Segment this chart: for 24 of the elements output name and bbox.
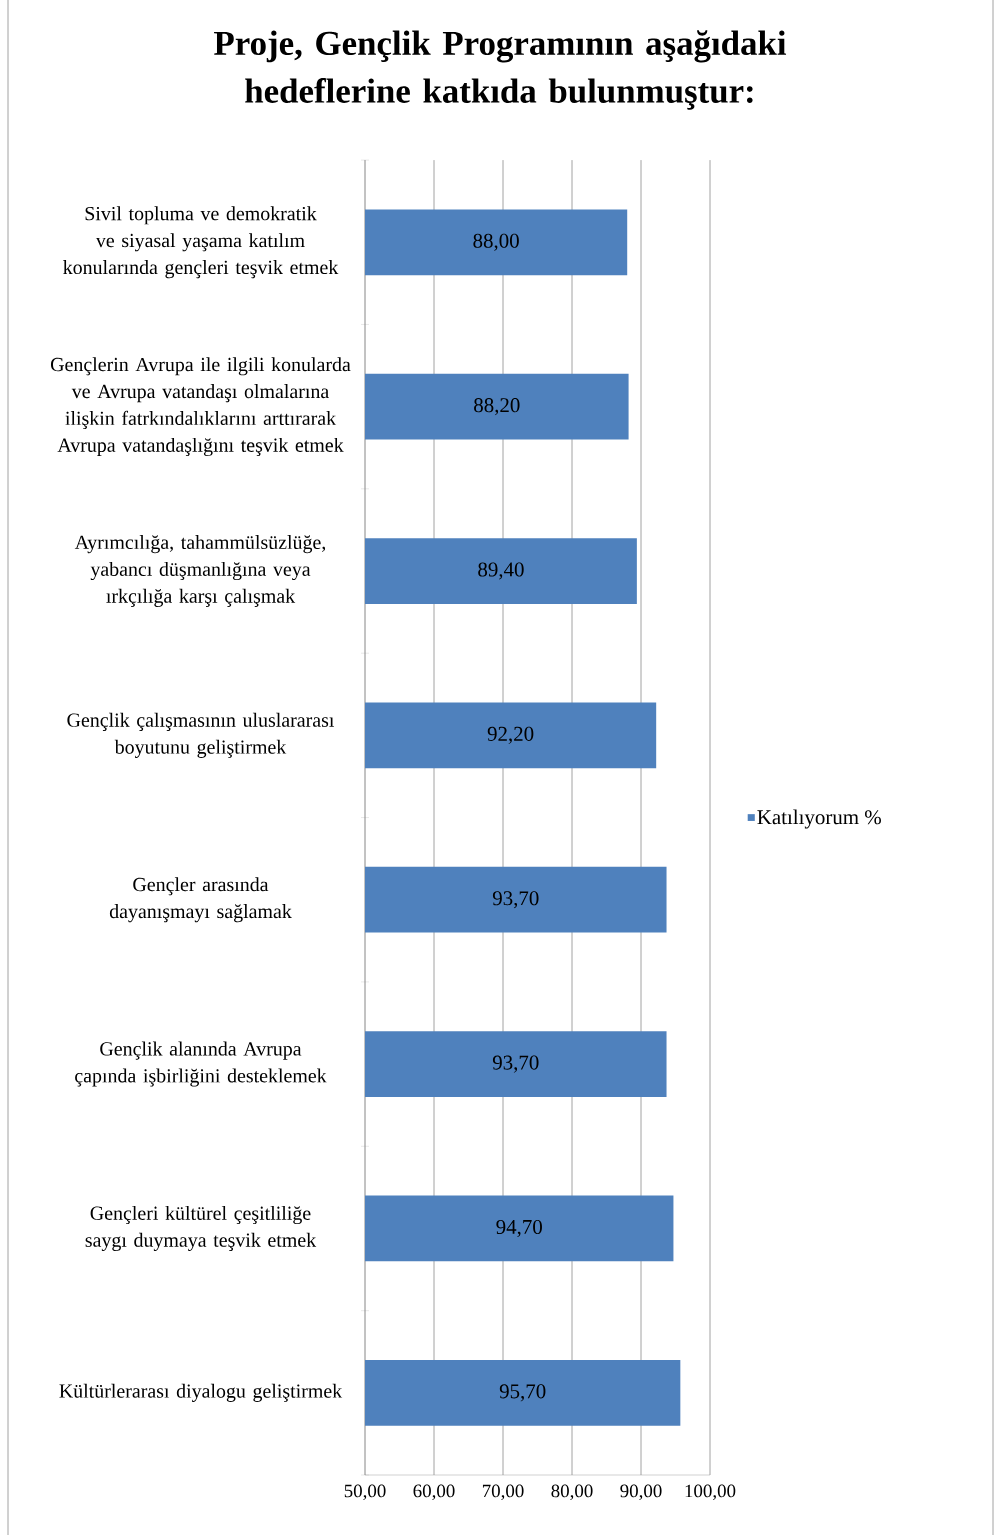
x-tick-label: 90,00 xyxy=(620,1484,662,1501)
data-label: 88,20 xyxy=(474,398,520,416)
data-label: 93,70 xyxy=(492,1055,539,1073)
x-tick-label: 80,00 xyxy=(551,1484,593,1501)
y-tick-label: Gençlik çalışmasının uluslararası boyutunu geliştirmek xyxy=(67,712,335,758)
y-tick-label: Gençlerin Avrupa ile ilgili konularda ve Avrupa vatandaşı olmalarına ilişkin fatrkındalıklarını arttırarak Avrupa vatandaşlığını teşvik etmek xyxy=(50,357,351,457)
x-tick-label: 100,00 xyxy=(685,1484,736,1501)
data-label: 94,70 xyxy=(496,1219,542,1238)
x-tick-label: 50,00 xyxy=(344,1484,386,1501)
y-tick-label: Gençler arasında dayanışmayı sağlamak xyxy=(109,877,292,923)
y-tick-label: Kültürlerarası diyalogu geliştirmek xyxy=(59,1383,343,1402)
y-tick-label: Gençleri kültürel çeşitliliğe saygı duymaya teşvik etmek xyxy=(85,1205,317,1251)
data-label: 95,70 xyxy=(499,1384,546,1402)
data-label: 93,70 xyxy=(492,891,539,909)
x-tick-label: 70,00 xyxy=(482,1484,524,1501)
legend-label: Katılıyorum % xyxy=(757,809,881,829)
x-tick-label: 60,00 xyxy=(413,1484,455,1501)
data-label: 92,20 xyxy=(487,726,534,744)
y-tick-label: Ayrımcılığa, tahammülsüzlüğe, yabancı düşmanlığına veya ırkçılığa karşı çalışmak xyxy=(74,535,326,607)
data-label: 88,00 xyxy=(473,233,519,251)
chart-title: Proje, Gençlik Programının aşağıdaki hedeflerine katkıda bulunmuştur: xyxy=(214,30,787,110)
y-tick-label: Gençlik alanında Avrupa çapında işbirliğini desteklemek xyxy=(75,1041,327,1087)
y-tick-label: Sivil topluma ve demokratik ve siyasal yaşama katılım konularında gençleri teşvik etmek xyxy=(63,206,339,279)
data-label: 89,40 xyxy=(478,562,524,580)
